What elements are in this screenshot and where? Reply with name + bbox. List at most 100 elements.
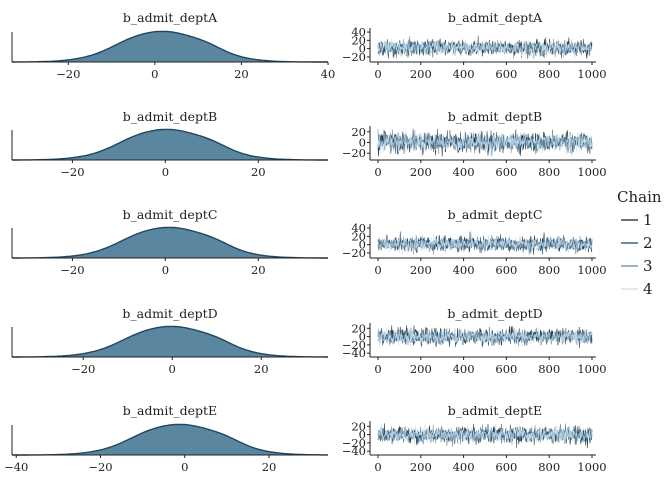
panel-title: b_admit_deptC — [123, 207, 218, 222]
x-tick-label: 800 — [538, 362, 560, 376]
chain-4-trace — [377, 423, 593, 447]
chain-4-trace — [377, 37, 593, 59]
x-tick-label: 200 — [410, 67, 432, 81]
x-tick-label: 0 — [151, 67, 158, 81]
legend-items: 1 2 3 4 — [621, 211, 653, 298]
x-tick-label: 200 — [410, 460, 432, 474]
x-tick-label: 1000 — [577, 67, 606, 81]
x-tick-label: 0 — [374, 460, 381, 474]
density-area — [12, 227, 328, 258]
y-tick-label: −20 — [342, 338, 366, 352]
x-tick-label: 400 — [453, 263, 475, 277]
y-tick-label: −20 — [342, 436, 366, 450]
density-area — [12, 129, 328, 160]
x-tick-label: −20 — [88, 460, 112, 474]
density-area — [12, 424, 328, 455]
x-tick-label: 0 — [169, 362, 176, 376]
y-tick-label: 20 — [351, 33, 366, 47]
y-tick-label: 40 — [351, 221, 366, 235]
legend-title: Chain — [617, 188, 662, 206]
y-tick-label: −20 — [342, 146, 366, 160]
density-line — [12, 423, 328, 456]
x-tick-label: 1000 — [577, 263, 606, 277]
x-tick-label: −20 — [60, 165, 84, 179]
x-tick-label: 800 — [538, 165, 560, 179]
x-tick-label: 400 — [453, 460, 475, 474]
x-tick-label: 400 — [453, 165, 475, 179]
x-tick-label: 800 — [538, 67, 560, 81]
y-tick-label: 0 — [359, 428, 366, 442]
legend-label: 1 — [643, 211, 653, 229]
density-line — [12, 30, 328, 63]
density-panel: b_admit_deptA −20 0 20 40 — [11, 10, 336, 81]
x-tick-label: 0 — [374, 165, 381, 179]
panel-title: b_admit_deptE — [448, 403, 542, 418]
x-tick-label: 0 — [162, 263, 169, 277]
y-tick-label: 20 — [351, 419, 366, 433]
x-tick-label: −20 — [71, 362, 95, 376]
x-tick-label: 600 — [495, 67, 517, 81]
y-tick-label: 40 — [351, 25, 366, 39]
y-tick-label: 0 — [359, 238, 366, 252]
y-tick-label: 0 — [359, 136, 366, 150]
x-tick-label: 200 — [410, 263, 432, 277]
x-tick-label: 0 — [374, 67, 381, 81]
x-tick-label: 600 — [495, 460, 517, 474]
x-tick-label: −40 — [4, 460, 28, 474]
x-tick-label: 0 — [162, 165, 169, 179]
x-tick-label: 200 — [410, 165, 432, 179]
x-tick-label: 20 — [254, 362, 269, 376]
y-tick-label: 20 — [351, 321, 366, 335]
x-tick-label: 1000 — [577, 165, 606, 179]
density-panel: b_admit_deptC −20 0 20 — [11, 207, 328, 277]
density-area — [12, 326, 328, 357]
y-tick-label: −40 — [342, 346, 366, 360]
density-panel: b_admit_deptB −20 0 20 — [11, 109, 328, 179]
panel-title: b_admit_deptD — [122, 306, 217, 321]
x-tick-label: 0 — [374, 263, 381, 277]
x-tick-label: 400 — [453, 362, 475, 376]
x-tick-label: 600 — [495, 263, 517, 277]
x-tick-label: 1000 — [577, 362, 606, 376]
x-tick-label: 20 — [234, 67, 249, 81]
x-tick-label: 400 — [453, 67, 475, 81]
x-tick-label: 600 — [495, 165, 517, 179]
x-tick-label: 200 — [410, 362, 432, 376]
chain-4-trace — [377, 232, 593, 254]
density-area — [12, 31, 328, 62]
y-tick-label: 0 — [359, 330, 366, 344]
chain-legend: Chain 1 2 3 4 — [617, 188, 662, 298]
density-line — [12, 226, 328, 259]
y-tick-label: −20 — [342, 50, 366, 64]
legend-label: 4 — [643, 280, 653, 298]
x-tick-label: 20 — [262, 460, 277, 474]
x-tick-label: 40 — [321, 67, 336, 81]
x-tick-label: 600 — [495, 362, 517, 376]
x-tick-label: 20 — [251, 263, 266, 277]
x-tick-label: −20 — [60, 263, 84, 277]
x-tick-label: −20 — [56, 67, 80, 81]
density-panel: b_admit_deptE −40 −20 0 20 — [4, 403, 328, 474]
y-tick-label: 20 — [351, 125, 366, 139]
x-tick-label: 0 — [181, 460, 188, 474]
density-panel: b_admit_deptD −20 0 20 — [11, 306, 328, 376]
panel-title: b_admit_deptA — [123, 10, 218, 25]
panel-title: b_admit_deptB — [123, 109, 217, 124]
y-tick-label: −40 — [342, 444, 366, 458]
panel-title: b_admit_deptD — [447, 306, 542, 321]
x-tick-label: 1000 — [577, 460, 606, 474]
chain-4-trace — [377, 129, 593, 157]
legend-label: 2 — [643, 234, 653, 252]
panel-title: b_admit_deptE — [123, 403, 217, 418]
x-tick-label: 20 — [251, 165, 266, 179]
y-tick-label: 20 — [351, 229, 366, 243]
x-tick-label: 800 — [538, 263, 560, 277]
panel-title: b_admit_deptC — [448, 207, 543, 222]
legend-label: 3 — [643, 257, 653, 275]
